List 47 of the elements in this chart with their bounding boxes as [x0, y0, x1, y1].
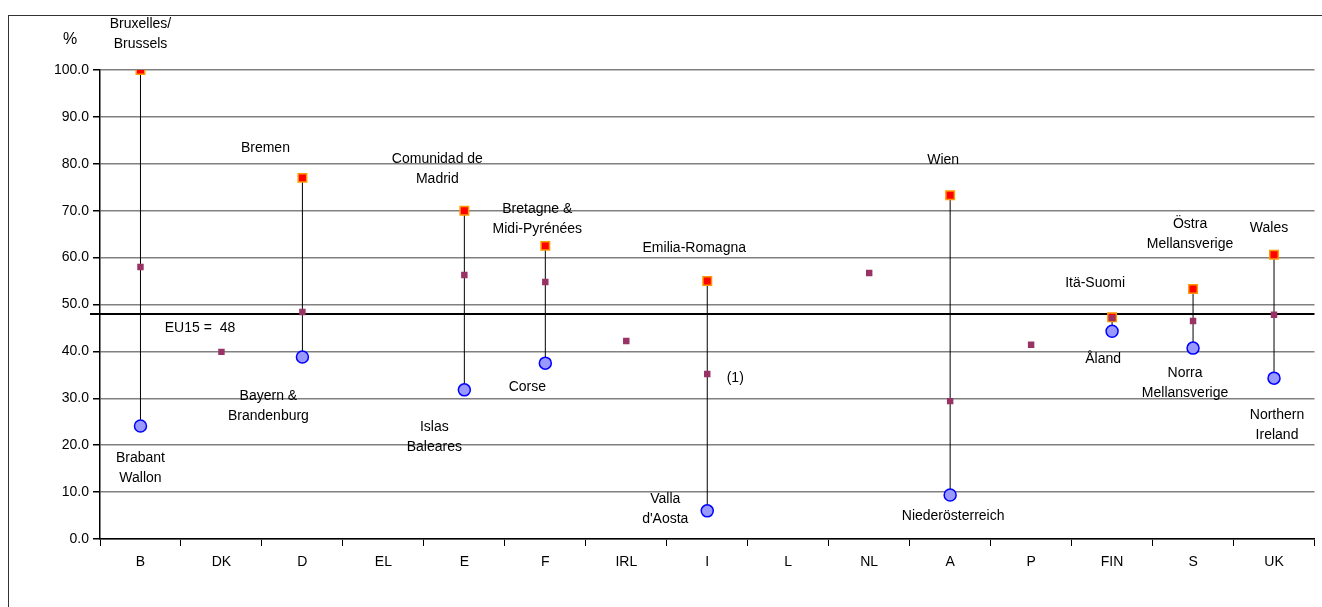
annotation: Valla d'Aosta: [642, 489, 689, 526]
annotation: Bretagne & Midi-Pyrénées: [492, 199, 583, 236]
x-tick-label: F: [541, 553, 550, 570]
annotation: (1): [726, 368, 744, 385]
annotation: Bayern & Brandenburg: [227, 386, 309, 423]
x-tick-label: E: [459, 553, 470, 570]
annotation: Islas Baleares: [406, 417, 462, 454]
y-tick-label: 20.0: [61, 436, 90, 453]
x-tick-label: NL: [860, 553, 879, 570]
annotation: Åland: [1085, 350, 1121, 367]
annotation: Bruxelles/ Brussels: [109, 14, 172, 51]
y-tick-label: 40.0: [61, 342, 90, 359]
x-tick-label: UK: [1264, 553, 1285, 570]
annotation: Itä-Suomi: [1065, 274, 1126, 291]
x-tick-label: IRL: [615, 553, 638, 570]
y-tick-label: 60.0: [61, 248, 90, 265]
x-tick-label: L: [784, 553, 793, 570]
annotation: Brabant Wallon: [115, 448, 166, 485]
annotation: Northern Ireland: [1249, 405, 1305, 442]
annotation: Wien: [927, 151, 960, 168]
y-tick-label: 100.0: [53, 60, 90, 77]
annotation: Östra Mellansverige: [1146, 213, 1234, 251]
y-tick-label: 50.0: [61, 295, 90, 312]
annotation: Emilia-Romagna: [642, 238, 747, 255]
x-tick-label: FIN: [1100, 553, 1124, 570]
y-tick-label: 80.0: [61, 154, 90, 171]
y-tick-label: 90.0: [61, 107, 90, 124]
x-tick-label: DK: [211, 553, 232, 570]
x-tick-label: EL: [374, 553, 393, 570]
y-axis-title: %: [62, 30, 78, 48]
y-tick-label: 30.0: [61, 389, 90, 406]
ref-line-label: EU15 = 48: [164, 318, 236, 335]
y-tick-label: 70.0: [61, 201, 90, 218]
y-tick-label: 10.0: [61, 482, 90, 499]
x-tick-label: B: [135, 553, 146, 570]
x-tick-label: P: [1026, 553, 1036, 570]
annotation: Comunidad de Madrid: [391, 149, 484, 186]
annotation: Wales: [1249, 218, 1289, 235]
annotation: Norra Mellansverige: [1141, 363, 1229, 400]
x-tick-label: I: [705, 553, 710, 570]
x-tick-label: D: [297, 553, 308, 570]
x-tick-label: S: [1188, 553, 1198, 570]
x-tick-label: A: [945, 553, 956, 570]
y-tick-label: 0.0: [69, 529, 90, 546]
annotation: Niederösterreich: [901, 506, 1005, 523]
annotation: Corse: [508, 377, 547, 394]
annotation: Bremen: [240, 138, 290, 155]
